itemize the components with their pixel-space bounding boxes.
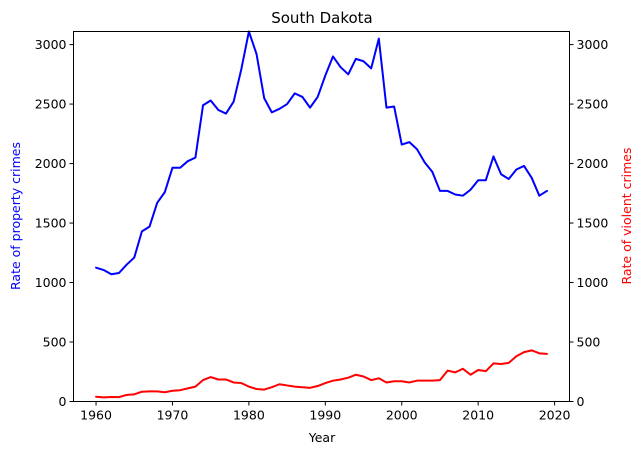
y-axis-right: 0 500 1000 1500 2000 2500 3000 — [569, 37, 609, 409]
y-axis-left: 0 500 1000 1500 2000 2500 3000 — [35, 37, 74, 409]
x-axis: 1960 1970 1980 1990 2000 2010 2020 — [80, 401, 571, 423]
y-axis-right-label: Rate of violent crimes — [619, 148, 634, 285]
y-axis-left-label: Rate of property crimes — [8, 142, 23, 290]
y-left-tick-label: 2000 — [35, 156, 67, 171]
x-tick-label: 2010 — [462, 408, 494, 423]
x-tick-label: 1970 — [157, 408, 189, 423]
y-right-tick-label: 500 — [577, 335, 601, 350]
y-right-tick-label: 1000 — [577, 275, 609, 290]
y-left-tick-label: 3000 — [35, 37, 67, 52]
y-right-tick-label: 1500 — [577, 216, 609, 231]
x-tick-label: 2000 — [386, 408, 418, 423]
y-left-tick-label: 1500 — [35, 216, 67, 231]
violent-crimes-line — [95, 349, 548, 399]
x-tick-label: 1990 — [309, 408, 341, 423]
y-right-tick-label: 3000 — [577, 37, 609, 52]
y-left-tick-label: 2500 — [35, 97, 67, 112]
x-tick-label: 1960 — [80, 408, 112, 423]
chart-title: South Dakota — [271, 9, 373, 27]
plot-area — [73, 30, 570, 402]
y-right-tick-label: 2000 — [577, 156, 609, 171]
property-crimes-line — [95, 30, 548, 276]
plot-frame — [73, 31, 570, 402]
y-right-tick-label: 0 — [577, 394, 585, 409]
y-left-tick-label: 500 — [43, 335, 67, 350]
x-axis-label: Year — [308, 430, 336, 445]
x-tick-label: 1980 — [233, 408, 265, 423]
y-right-tick-label: 2500 — [577, 97, 609, 112]
y-left-tick-label: 1000 — [35, 275, 67, 290]
x-tick-label: 2020 — [539, 408, 571, 423]
y-left-tick-label: 0 — [59, 394, 67, 409]
